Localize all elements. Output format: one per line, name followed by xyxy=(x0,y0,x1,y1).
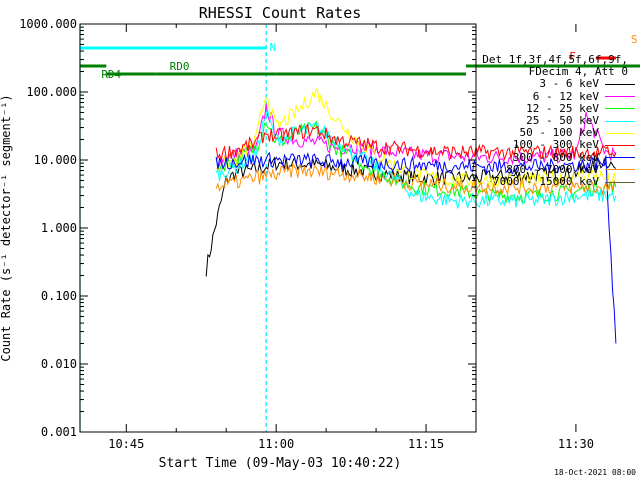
legend-entry-label: 50 - 100 keV xyxy=(519,126,599,140)
legend-entry-label: 100 - 300 keV xyxy=(512,138,599,152)
legend-entry: 50 - 100 keV xyxy=(476,127,638,139)
footer-timestamp: 18-Oct-2021 08:00 xyxy=(554,468,636,477)
legend-entry-label: 800 - 7000 keV xyxy=(506,162,599,176)
x-tick-label: 11:30 xyxy=(558,437,594,451)
legend-swatch xyxy=(605,132,635,134)
annotation-label-n: N xyxy=(270,41,277,54)
attenuator-state-bars: N S F RD0 RD4 xyxy=(80,33,640,81)
legend-entry: 3 - 6 keV xyxy=(476,78,638,90)
y-axis-label: Count Rate (s⁻¹ detector⁻¹ segment⁻¹) xyxy=(0,94,13,361)
legend-entry: 6 - 12 keV xyxy=(476,89,638,103)
legend-header-line-2: FDecim 4, Att 0 xyxy=(528,65,628,79)
y-tick-label: 10.000 xyxy=(34,153,77,167)
legend-swatch xyxy=(605,108,635,110)
series-lines xyxy=(205,87,617,344)
y-tick-label: 0.100 xyxy=(41,289,77,303)
legend-entry: 12 - 25 keV xyxy=(476,101,638,115)
annotation-label-s: S xyxy=(631,33,638,46)
series-line xyxy=(215,109,617,209)
legend-entry: 300 - 800 keV xyxy=(476,150,638,164)
legend-entry: 800 - 7000 keV xyxy=(476,162,638,176)
annotation-label-f: F xyxy=(569,50,576,63)
legend-entries: 3 - 6 keV 6 - 12 keV 12 - 25 keV 25 - 50 ke… xyxy=(476,78,638,188)
series-line xyxy=(215,119,617,205)
legend-entry-label: 300 - 800 keV xyxy=(512,150,599,164)
x-tick-label: 11:00 xyxy=(258,437,294,451)
plot-frame xyxy=(79,23,477,433)
legend-entry-label: 25 - 50 keV xyxy=(526,114,599,128)
legend-entry-label: 12 - 25 keV xyxy=(526,101,599,115)
legend-header-line-1: Det 1f,3f,4f,5f,6f,9f, xyxy=(482,53,628,66)
series-line xyxy=(205,156,617,277)
x-tick-label: 10:45 xyxy=(108,437,144,451)
y-tick-label: 100.000 xyxy=(26,85,77,99)
legend-entry: 7000 - 15000 keV xyxy=(476,175,638,189)
legend-swatch xyxy=(605,169,635,171)
legend-swatch xyxy=(605,145,635,147)
y-tick-label: 1000.000 xyxy=(19,17,77,31)
series-line xyxy=(215,162,617,196)
legend-entry: 25 - 50 keV xyxy=(476,114,638,128)
legend-entry-label: 3 - 6 keV xyxy=(539,77,599,91)
annotation-label-rd4: RD4 xyxy=(101,68,121,81)
y-tick-label: 0.010 xyxy=(41,357,77,371)
annotation-label-rd0: RD0 xyxy=(170,60,190,73)
legend-swatch xyxy=(605,181,635,183)
legend-entry: 100 - 300 keV xyxy=(476,139,638,151)
legend: Det 1f,3f,4f,5f,6f,9f, FDecim 4, Att 0 3… xyxy=(476,53,638,188)
x-axis-label: Start Time (09-May-03 10:40:22) xyxy=(159,456,402,471)
legend-swatch xyxy=(605,120,635,122)
y-tick-label: 1.000 xyxy=(41,221,77,235)
series-line xyxy=(215,87,617,190)
series-line xyxy=(215,151,617,344)
chart-title: RHESSI Count Rates xyxy=(199,4,362,22)
legend-entry-label: 6 - 12 keV xyxy=(532,89,599,103)
legend-swatch xyxy=(605,157,635,159)
axes: 0.001 0.010 0.100 1.000 10.000 100.000 1000.00… xyxy=(19,17,594,451)
legend-swatch xyxy=(605,96,635,98)
series-line xyxy=(215,124,617,162)
legend-swatch xyxy=(605,84,635,85)
x-tick-label: 11:15 xyxy=(408,437,444,451)
legend-entry-label: 7000 - 15000 keV xyxy=(493,175,599,189)
y-tick-label: 0.001 xyxy=(41,425,77,439)
